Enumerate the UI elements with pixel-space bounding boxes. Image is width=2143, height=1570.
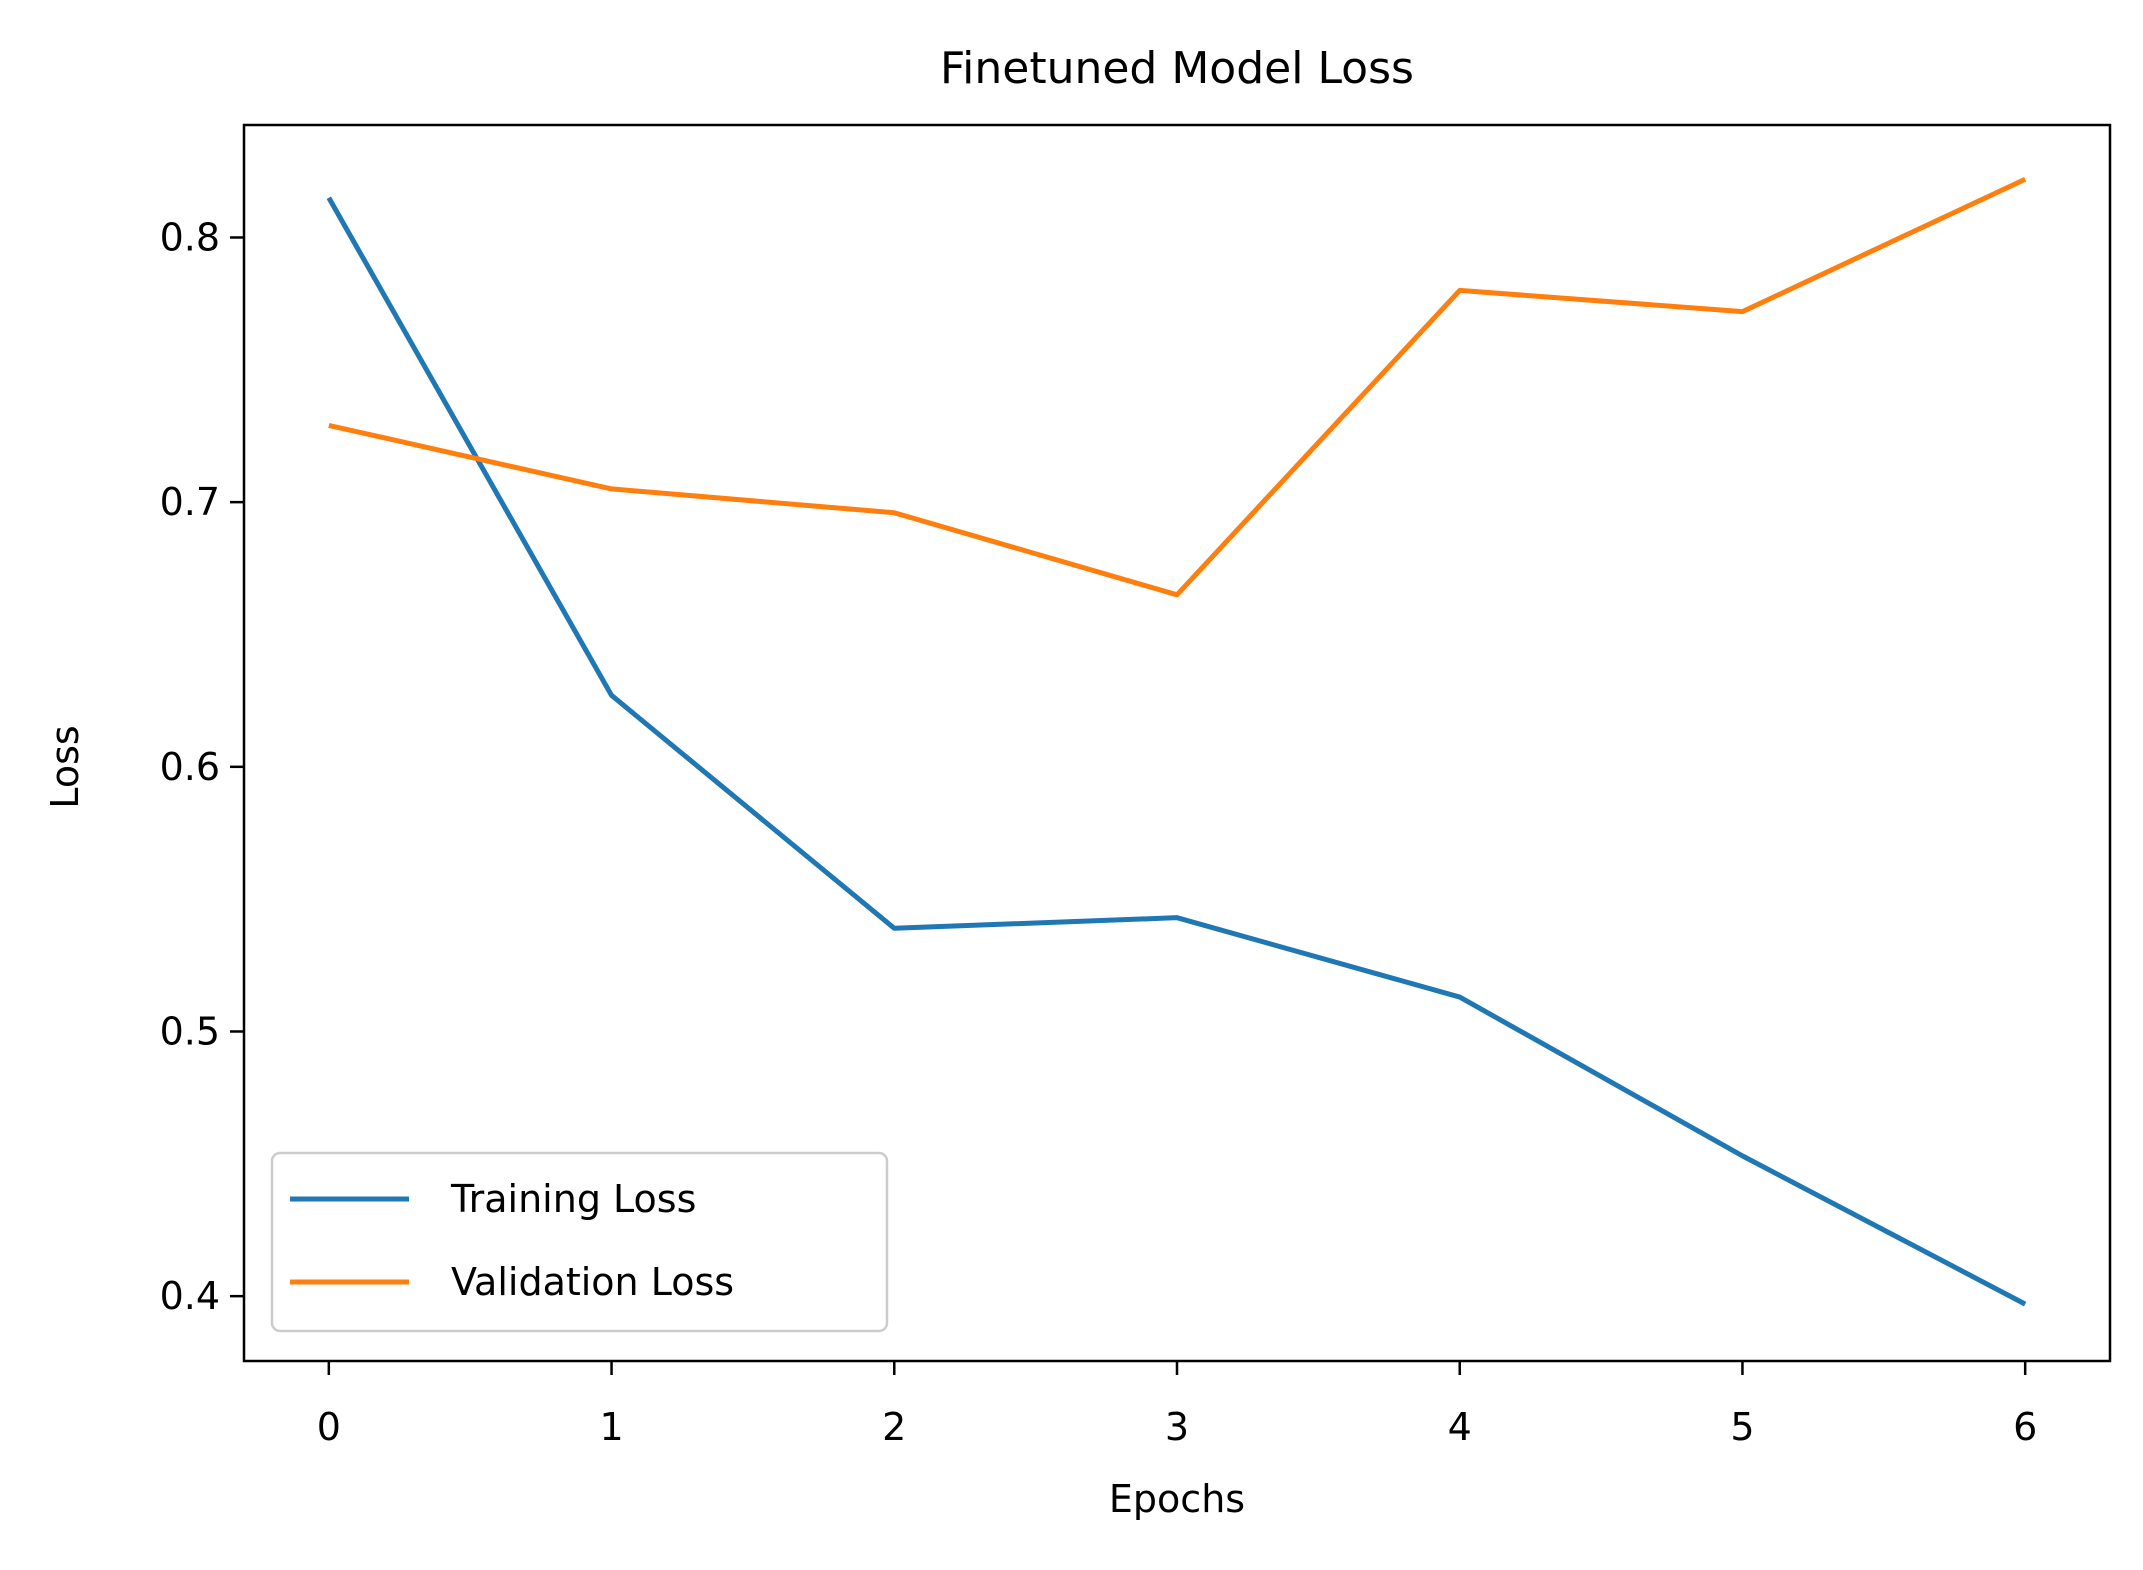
x-tick-label: 5 — [1730, 1405, 1754, 1449]
legend-label-training-loss: Training Loss — [450, 1177, 696, 1221]
y-axis-ticks: 0.4 0.5 0.6 0.7 0.8 — [160, 215, 244, 1318]
y-tick-label: 0.8 — [160, 215, 220, 259]
chart-title: Finetuned Model Loss — [940, 43, 1414, 94]
x-tick-label: 2 — [882, 1405, 906, 1449]
x-tick-label: 6 — [2013, 1405, 2037, 1449]
x-tick-label: 0 — [317, 1405, 341, 1449]
series-layer — [326, 176, 2027, 1307]
x-tick-label: 1 — [599, 1405, 623, 1449]
plot-area-frame — [242, 123, 2112, 1363]
y-tick-label: 0.4 — [160, 1274, 220, 1318]
y-tick-label: 0.7 — [160, 480, 220, 524]
legend-box — [270, 1151, 889, 1333]
legend: Training Loss Validation Loss — [270, 1151, 889, 1333]
series-line-training-loss — [326, 196, 2027, 1307]
x-axis-label: Epochs — [1109, 1477, 1245, 1521]
legend-label-validation-loss: Validation Loss — [451, 1260, 734, 1304]
y-tick-label: 0.5 — [160, 1009, 220, 1053]
x-axis-ticks: 0 1 2 3 4 5 6 — [317, 1361, 2037, 1449]
x-tick-label: 4 — [1448, 1405, 1472, 1449]
x-tick-label: 3 — [1165, 1405, 1189, 1449]
y-tick-label: 0.6 — [160, 745, 220, 789]
y-axis-label: Loss — [43, 725, 87, 808]
series-line-validation-loss — [328, 176, 2027, 598]
